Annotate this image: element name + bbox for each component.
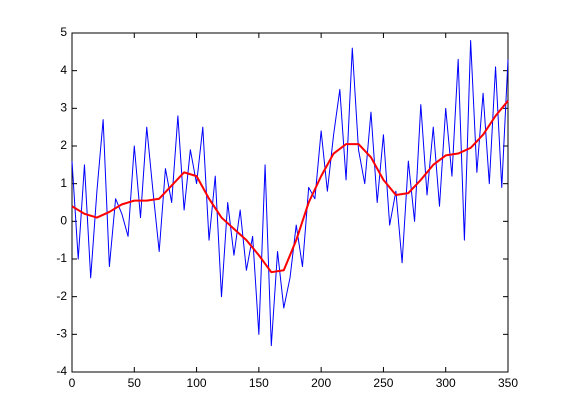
data-line	[71, 100, 509, 274]
y-tick-label: 2	[60, 138, 67, 152]
y-tick-label: -4	[56, 364, 67, 378]
y-tick-label: 5	[60, 25, 67, 39]
x-tick-label: 300	[436, 376, 456, 390]
y-tick-label: 3	[60, 101, 67, 115]
y-tick-label: -2	[56, 289, 67, 303]
y-tick-label: 4	[60, 63, 67, 77]
plot-frame	[71, 32, 509, 373]
x-tick-label: 50	[128, 376, 142, 390]
x-tick-label: 350	[498, 376, 518, 390]
y-tick-label: -3	[56, 327, 67, 341]
y-tick-label: 1	[60, 176, 67, 190]
data-line	[71, 40, 509, 347]
x-tick-label: 100	[187, 376, 207, 390]
x-tick-label: 250	[373, 376, 393, 390]
y-tick-label: 0	[60, 214, 67, 228]
x-tick-label: 0	[69, 376, 76, 390]
y-tick-label: -1	[56, 251, 67, 265]
x-tick-label: 150	[249, 376, 269, 390]
x-tick-label: 200	[311, 376, 331, 390]
